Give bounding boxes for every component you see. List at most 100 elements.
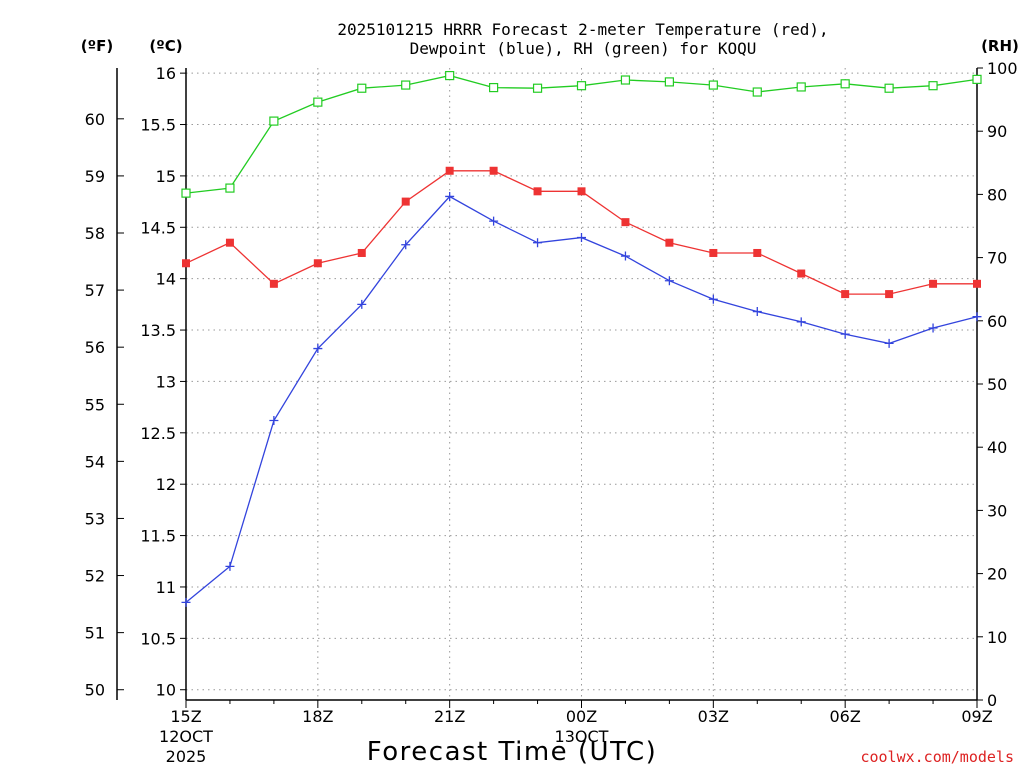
temperature-point [401, 197, 410, 206]
dewpoint-point [664, 276, 674, 286]
celsius-tick-label: 13 [156, 372, 176, 391]
celsius-unit-label: (ºC) [149, 37, 182, 55]
rh-point [884, 83, 894, 93]
celsius-tick-label: 10 [156, 681, 176, 700]
grid [186, 68, 977, 700]
x-tick-label: 18Z [302, 707, 333, 726]
fahrenheit-tick-label: 52 [85, 567, 105, 586]
dewpoint-point [225, 561, 235, 571]
rh-tick-label: 70 [987, 249, 1007, 268]
fahrenheit-tick-label: 56 [85, 338, 105, 357]
x-tick-label: 06Z [830, 707, 861, 726]
dewpoint-point [533, 238, 543, 248]
rh-point [840, 79, 850, 89]
rh-tick-label: 50 [987, 375, 1007, 394]
fahrenheit-tick-label: 54 [85, 452, 105, 471]
x-tick-label: 00Z [566, 707, 597, 726]
rh-unit-label: (RH) [981, 37, 1019, 55]
fahrenheit-tick-label: 60 [85, 110, 105, 129]
fahrenheit-unit-label: (ºF) [81, 37, 113, 55]
celsius-tick-label: 12 [156, 475, 176, 494]
dewpoint-point [620, 251, 630, 261]
temperature-point [357, 248, 366, 257]
dewpoint-point [928, 323, 938, 333]
rh-tick-label: 60 [987, 312, 1007, 331]
temperature-point [709, 248, 718, 257]
dewpoint-point [577, 233, 586, 243]
dewpoint-point [884, 338, 894, 348]
fahrenheit-tick-label: 57 [85, 281, 105, 300]
temperature-point [973, 279, 981, 288]
temperature-point [797, 269, 806, 278]
rh-tick-label: 20 [987, 565, 1007, 584]
rh-tick-label: 10 [987, 628, 1007, 647]
dewpoint-point [708, 294, 718, 304]
dewpoint-point [489, 216, 499, 226]
temperature-point [621, 218, 630, 227]
celsius-tick-label: 14 [156, 270, 176, 289]
rh-point [445, 70, 455, 81]
celsius-tick-label: 15.5 [140, 116, 176, 135]
dewpoint-point [313, 344, 323, 354]
series-layer [181, 70, 982, 607]
watermark: coolwx.com/models [860, 748, 1014, 766]
temperature-point [489, 166, 498, 175]
fahrenheit-tick-label: 59 [85, 167, 105, 186]
x-tick-label: 03Z [698, 707, 729, 726]
dewpoint-point [840, 329, 850, 339]
rh-point [620, 75, 631, 85]
x-tick-label: 15Z [170, 707, 201, 726]
fahrenheit-tick-label: 53 [85, 509, 105, 528]
celsius-tick-label: 12.5 [140, 424, 176, 443]
x-tick-year: 2025 [166, 747, 207, 766]
rh-point [928, 81, 938, 91]
fahrenheit-tick-label: 50 [85, 681, 105, 700]
x-tick-label: 09Z [961, 707, 992, 726]
rh-tick-label: 100 [987, 59, 1018, 78]
rh-point [357, 83, 367, 93]
series-dewpoint [181, 191, 982, 607]
dewpoint-point [181, 597, 191, 607]
rh-point [796, 82, 806, 92]
celsius-tick-label: 14.5 [140, 218, 176, 237]
fahrenheit-tick-label: 58 [85, 224, 105, 243]
temperature-point [885, 290, 894, 299]
fahrenheit-tick-label: 51 [85, 624, 105, 643]
series-temperature [182, 166, 981, 299]
temperature-point [577, 187, 586, 196]
dewpoint-point [357, 299, 367, 309]
temperature-point [665, 238, 674, 247]
x-tick-label: 21Z [434, 707, 465, 726]
celsius-tick-label: 16 [156, 64, 176, 83]
celsius-tick-label: 10.5 [140, 629, 176, 648]
rh-point [401, 80, 411, 90]
rh-point [181, 188, 191, 198]
chart-title-line1: 2025101215 HRRR Forecast 2-meter Tempera… [337, 20, 828, 39]
x-tick-date: 12OCT [159, 727, 213, 746]
rh-point [532, 83, 543, 93]
temperature-point [753, 248, 762, 257]
temperature-point [269, 279, 278, 288]
rh-tick-label: 90 [987, 122, 1007, 141]
rh-point [708, 80, 718, 90]
rh-point [576, 81, 587, 91]
dewpoint-point [445, 191, 455, 201]
chart-title-line2: Dewpoint (blue), RH (green) for KOQU [410, 39, 757, 58]
dewpoint-point [972, 312, 982, 322]
rh-point [972, 74, 982, 84]
temperature-point [182, 259, 190, 268]
dewpoint-point [752, 307, 762, 317]
temperature-point [929, 279, 938, 288]
temperature-point [445, 166, 454, 175]
rh-tick-label: 80 [987, 185, 1007, 204]
rh-point [752, 87, 762, 97]
rh-tick-label: 30 [987, 501, 1007, 520]
temperature-point [841, 290, 850, 299]
x-tick-date: 13OCT [555, 727, 609, 746]
rh-point [664, 77, 674, 87]
dewpoint-point [401, 240, 411, 250]
rh-point [269, 116, 279, 126]
celsius-tick-label: 15 [156, 167, 176, 186]
rh-point [489, 82, 499, 93]
